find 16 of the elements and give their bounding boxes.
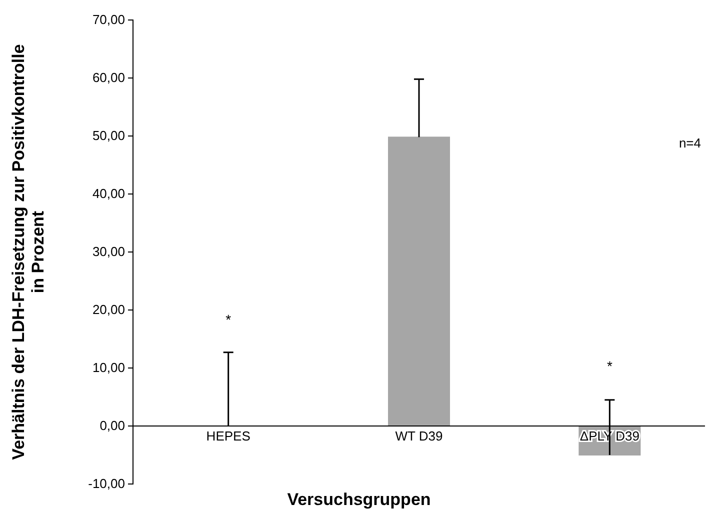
y-tick-label: 10,00 <box>92 360 125 376</box>
y-tick-label: 70,00 <box>92 12 125 28</box>
y-tick-label: 40,00 <box>92 186 125 202</box>
y-tick-label: 0,00 <box>100 418 125 434</box>
annotation: * <box>606 358 613 374</box>
y-tick-label: 50,00 <box>92 128 125 144</box>
x-tick-label: HEPES <box>206 428 251 444</box>
y-tick-label: 60,00 <box>92 70 125 86</box>
y-tick-label: 30,00 <box>92 244 125 260</box>
y-tick-label: 20,00 <box>92 302 125 318</box>
annotation: * <box>226 312 232 328</box>
x-tick-label: WT D39 <box>395 428 443 444</box>
annotation: n=4 <box>678 136 701 151</box>
y-tick-label: -10,00 <box>88 476 125 492</box>
y-axis-title: Verhältnis der LDH-Freisetzung zur Positivkontrolle in Prozent <box>9 44 48 460</box>
x-axis-title: Versuchsgruppen <box>287 490 431 509</box>
